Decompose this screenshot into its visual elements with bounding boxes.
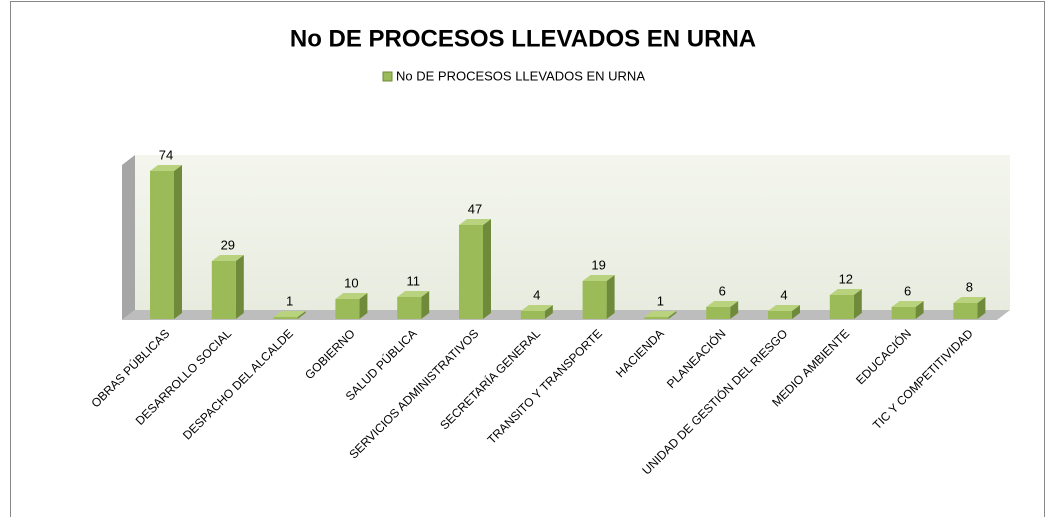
bar — [706, 307, 731, 319]
x-tick-label: TIC Y COMPETITIVIDAD — [870, 326, 976, 432]
bar-side — [544, 305, 553, 319]
bar-side — [483, 219, 491, 319]
bar-side — [668, 311, 677, 319]
bar-top — [459, 219, 491, 225]
x-tick-label: SERVICIOS ADMINISTRATIVOS — [346, 326, 481, 461]
legend-label: No DE PROCESOS LLEVADOS EN URNA — [396, 68, 645, 83]
bar-side — [792, 305, 800, 319]
bar-top — [891, 301, 924, 307]
x-tick-label: DESPACHO DEL ALCALDE — [180, 326, 296, 442]
bar — [397, 297, 422, 319]
data-label: 6 — [719, 283, 726, 298]
bar — [520, 311, 545, 319]
x-tick-label: PLANEACIÓN — [663, 326, 728, 391]
x-tick-label: SECRETARÍA GENERAL — [437, 326, 544, 433]
data-label: 8 — [966, 279, 973, 294]
legend-swatch — [382, 71, 393, 82]
data-label: 6 — [904, 283, 911, 298]
bar — [582, 281, 607, 319]
bar — [829, 295, 854, 319]
bar — [459, 225, 483, 319]
side-wall — [122, 155, 135, 320]
data-label: 19 — [591, 257, 605, 272]
bar — [953, 303, 978, 319]
bar-top — [520, 305, 553, 311]
bar-side — [977, 297, 986, 319]
x-tick-label: HACIENDA — [613, 326, 667, 380]
bar-side — [853, 289, 862, 319]
plot-area — [122, 155, 1010, 320]
bar-top — [150, 165, 182, 171]
data-label: 1 — [286, 293, 293, 308]
bar — [211, 261, 236, 319]
bar — [891, 307, 916, 319]
bar — [273, 317, 298, 319]
bar-top — [829, 289, 862, 295]
bar-top — [953, 297, 986, 303]
data-label: 47 — [468, 201, 482, 216]
bar-top — [706, 301, 739, 307]
x-tick-label: TRANSITO Y TRANSPORTE — [485, 326, 605, 446]
bar-side — [235, 255, 244, 319]
data-label: 1 — [657, 293, 664, 308]
bar — [150, 171, 174, 319]
bar-top — [582, 275, 615, 281]
bar-top — [273, 311, 306, 317]
bar-top — [397, 291, 430, 297]
bar-side — [359, 293, 368, 319]
data-label: 11 — [406, 273, 420, 288]
bar — [768, 311, 792, 319]
data-label: 29 — [221, 237, 235, 252]
x-tick-label: EDUCACIÓN — [852, 326, 914, 388]
bar-side — [174, 165, 182, 319]
bar-top — [335, 293, 368, 299]
chart-border — [10, 1, 1045, 517]
chart-title: No DE PROCESOS LLEVADOS EN URNA — [290, 25, 756, 52]
bar-side — [606, 275, 615, 319]
data-label: 10 — [344, 275, 358, 290]
x-tick-label: GOBIERNO — [302, 326, 358, 382]
bar — [335, 299, 360, 319]
data-label: 4 — [533, 287, 540, 302]
data-label: 74 — [159, 147, 173, 162]
bar-top — [211, 255, 244, 261]
bar-top — [644, 311, 677, 317]
data-label: 4 — [780, 287, 787, 302]
data-label: 12 — [839, 271, 853, 286]
bar — [644, 317, 669, 319]
bar-side — [421, 291, 430, 319]
bar-side — [297, 311, 306, 319]
back-wall — [135, 155, 1010, 310]
floor — [122, 310, 1010, 320]
bar-top — [768, 305, 800, 311]
